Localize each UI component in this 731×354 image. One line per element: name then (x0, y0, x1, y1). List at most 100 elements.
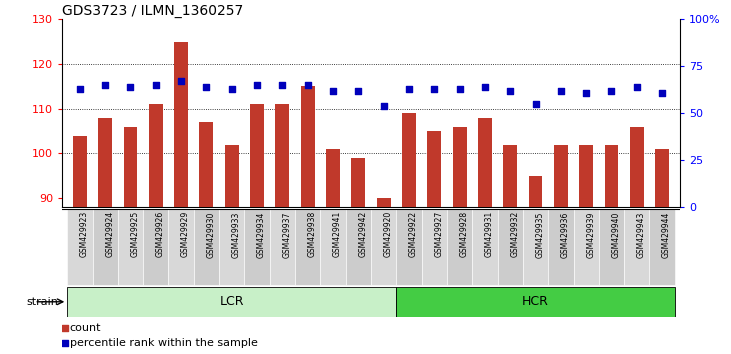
Point (504, 88, 516, 93)
Bar (523, 209, 548, 285)
Bar (630, 127, 644, 207)
Bar (118, 209, 143, 285)
Text: GSM429923: GSM429923 (80, 211, 89, 257)
Text: GSM429935: GSM429935 (536, 211, 545, 257)
Text: GSM429926: GSM429926 (156, 211, 164, 257)
Bar (320, 209, 346, 285)
Text: GSM429931: GSM429931 (485, 211, 494, 257)
Point (631, 84, 643, 90)
Bar (200, 122, 213, 207)
Point (175, 79, 187, 84)
Bar (574, 209, 599, 285)
Bar (402, 113, 416, 207)
Point (74, 86, 86, 92)
Bar (396, 209, 422, 285)
Point (327, 88, 339, 93)
Bar (250, 104, 264, 207)
Bar (174, 42, 188, 207)
Bar (498, 209, 523, 285)
Bar (599, 209, 624, 285)
Text: percentile rank within the sample: percentile rank within the sample (70, 338, 258, 348)
Bar (326, 149, 340, 207)
Bar (270, 209, 295, 285)
Bar (649, 209, 675, 285)
Bar (447, 209, 472, 285)
Bar (276, 104, 289, 207)
Bar (452, 127, 466, 207)
Text: GSM429943: GSM429943 (637, 211, 645, 257)
Bar (554, 144, 568, 207)
Bar (295, 209, 320, 285)
Text: GSM429944: GSM429944 (662, 211, 671, 257)
Bar (655, 149, 669, 207)
Text: LCR: LCR (219, 295, 244, 308)
Bar (194, 209, 219, 285)
Point (251, 82, 263, 88)
Text: GSM429929: GSM429929 (181, 211, 190, 257)
Text: GSM429920: GSM429920 (384, 211, 393, 257)
Bar (124, 127, 137, 207)
Bar (93, 209, 118, 285)
Bar (428, 131, 442, 207)
Bar (352, 158, 366, 207)
Bar (67, 209, 93, 285)
Bar (548, 209, 574, 285)
Bar (422, 209, 447, 285)
Bar (143, 209, 168, 285)
Point (226, 86, 238, 92)
Bar (472, 209, 498, 285)
Text: GSM429924: GSM429924 (105, 211, 114, 257)
Text: GSM429927: GSM429927 (434, 211, 443, 257)
Bar (346, 209, 371, 285)
Point (656, 90, 668, 96)
Bar (98, 118, 112, 207)
Text: GSM429930: GSM429930 (206, 211, 216, 257)
Bar (529, 176, 542, 207)
Point (580, 90, 592, 96)
Point (479, 84, 491, 90)
Text: GSM429941: GSM429941 (333, 211, 342, 257)
Point (302, 82, 314, 88)
Text: GSM429933: GSM429933 (232, 211, 240, 257)
Bar (376, 198, 390, 207)
Bar (396, 287, 675, 317)
Point (378, 103, 390, 109)
Text: GSM429939: GSM429939 (586, 211, 595, 257)
Point (99, 82, 111, 88)
Text: HCR: HCR (522, 295, 549, 308)
Point (58, 341, 70, 346)
Text: strain: strain (26, 297, 58, 307)
Bar (503, 144, 517, 207)
Point (352, 88, 364, 93)
Point (428, 86, 440, 92)
Text: GSM429936: GSM429936 (561, 211, 570, 257)
Point (403, 86, 414, 92)
Point (454, 86, 466, 92)
Text: GSM429938: GSM429938 (308, 211, 317, 257)
Point (58, 325, 70, 330)
Bar (225, 144, 239, 207)
Bar (73, 136, 87, 207)
Point (125, 84, 137, 90)
Point (555, 88, 567, 93)
Bar (244, 209, 270, 285)
Bar (624, 209, 649, 285)
Text: GSM429942: GSM429942 (358, 211, 367, 257)
Bar (149, 104, 163, 207)
Text: GSM429937: GSM429937 (282, 211, 292, 257)
Bar (371, 209, 396, 285)
Point (276, 82, 288, 88)
Point (200, 84, 212, 90)
Text: GSM429932: GSM429932 (510, 211, 519, 257)
Bar (605, 144, 618, 207)
Text: GSM429922: GSM429922 (409, 211, 418, 257)
Text: GSM429934: GSM429934 (257, 211, 266, 257)
Text: GDS3723 / ILMN_1360257: GDS3723 / ILMN_1360257 (62, 5, 243, 18)
Point (605, 88, 617, 93)
Text: GSM429928: GSM429928 (460, 211, 469, 257)
Bar (67, 287, 396, 317)
Point (150, 82, 162, 88)
Bar (168, 209, 194, 285)
Text: GSM429925: GSM429925 (131, 211, 140, 257)
Bar (579, 144, 593, 207)
